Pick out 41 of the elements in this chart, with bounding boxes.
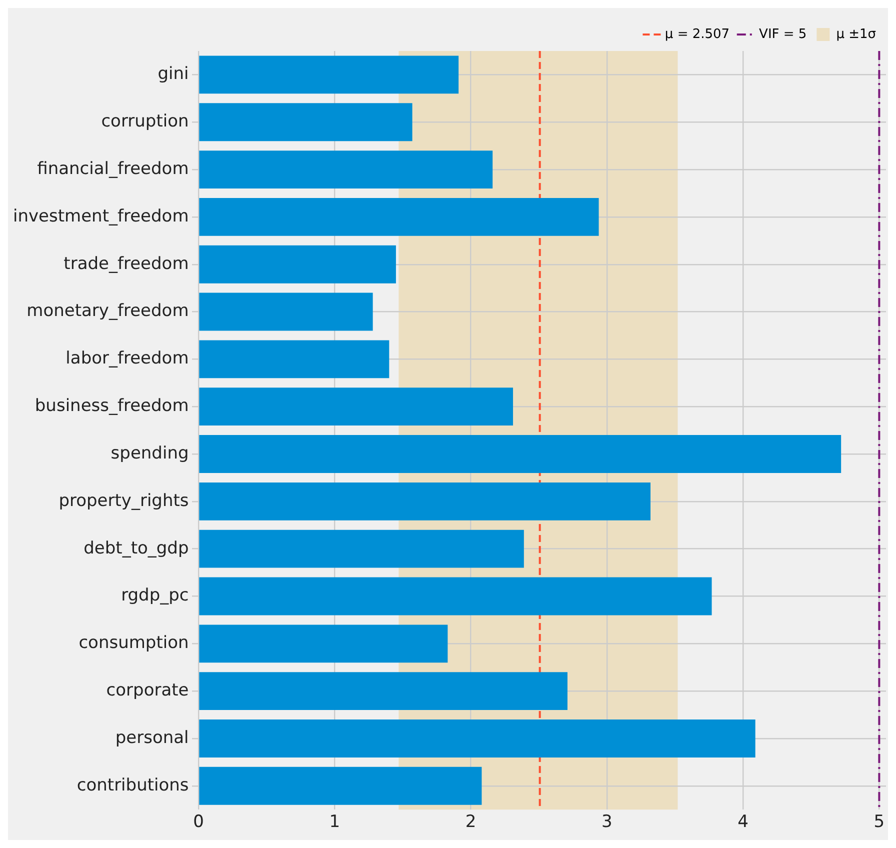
bar (199, 766, 482, 805)
x-tick-label: 0 (193, 812, 204, 832)
x-tick-label: 5 (874, 812, 885, 832)
bar (199, 720, 756, 758)
y-tick-label: financial_freedom (37, 158, 189, 179)
bar (199, 530, 524, 568)
legend-label: VIF = 5 (759, 26, 807, 42)
y-tick-label: corruption (101, 112, 189, 132)
y-tick-label: monetary_freedom (26, 301, 189, 322)
bar (199, 198, 599, 236)
bar (199, 150, 493, 188)
y-tick-label: property_rights (58, 490, 189, 511)
y-tick-label: investment_freedom (12, 206, 189, 226)
x-tick-label: 2 (465, 812, 476, 832)
bar (199, 672, 568, 710)
y-tick-label: debt_to_gdp (84, 538, 189, 558)
bar (199, 56, 459, 94)
y-tick-label: labor_freedom (66, 348, 189, 369)
bar (199, 577, 712, 616)
bar (199, 292, 373, 331)
y-tick-label: personal (115, 728, 189, 748)
bar (199, 103, 412, 142)
y-tick-label: corporate (106, 680, 189, 700)
x-tick-label: 1 (329, 812, 340, 832)
y-tick-label: rgdp_pc (121, 586, 189, 606)
legend-label: μ = 2.507 (664, 26, 730, 42)
y-tick-label: trade_freedom (64, 254, 189, 274)
y-tick-label: gini (158, 64, 189, 84)
y-tick-label: contributions (76, 775, 189, 796)
y-tick-label: consumption (78, 633, 189, 654)
legend-label: μ ±1σ (836, 26, 876, 42)
bar (199, 435, 842, 473)
y-tick-label: spending (110, 443, 189, 464)
bar (199, 245, 396, 284)
bar (199, 388, 514, 426)
x-tick-label: 4 (738, 812, 748, 832)
bar (199, 624, 448, 663)
bar (199, 340, 390, 378)
y-tick-label: business_freedom (34, 396, 189, 416)
bar (199, 482, 651, 520)
x-tick-label: 3 (602, 812, 612, 832)
